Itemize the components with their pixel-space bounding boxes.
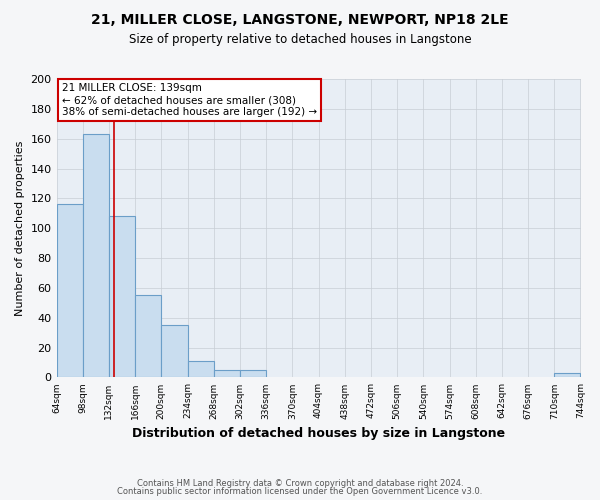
- Text: 21 MILLER CLOSE: 139sqm
← 62% of detached houses are smaller (308)
38% of semi-d: 21 MILLER CLOSE: 139sqm ← 62% of detache…: [62, 84, 317, 116]
- Bar: [214, 370, 240, 378]
- Bar: [188, 361, 214, 378]
- Bar: [161, 325, 188, 378]
- Text: 21, MILLER CLOSE, LANGSTONE, NEWPORT, NP18 2LE: 21, MILLER CLOSE, LANGSTONE, NEWPORT, NP…: [91, 12, 509, 26]
- Text: Contains HM Land Registry data © Crown copyright and database right 2024.: Contains HM Land Registry data © Crown c…: [137, 478, 463, 488]
- Bar: [240, 370, 266, 378]
- Bar: [83, 134, 109, 378]
- X-axis label: Distribution of detached houses by size in Langstone: Distribution of detached houses by size …: [132, 427, 505, 440]
- Bar: [56, 204, 83, 378]
- Text: Size of property relative to detached houses in Langstone: Size of property relative to detached ho…: [128, 32, 472, 46]
- Bar: [135, 296, 161, 378]
- Bar: [554, 373, 580, 378]
- Bar: [109, 216, 135, 378]
- Y-axis label: Number of detached properties: Number of detached properties: [15, 140, 25, 316]
- Text: Contains public sector information licensed under the Open Government Licence v3: Contains public sector information licen…: [118, 487, 482, 496]
